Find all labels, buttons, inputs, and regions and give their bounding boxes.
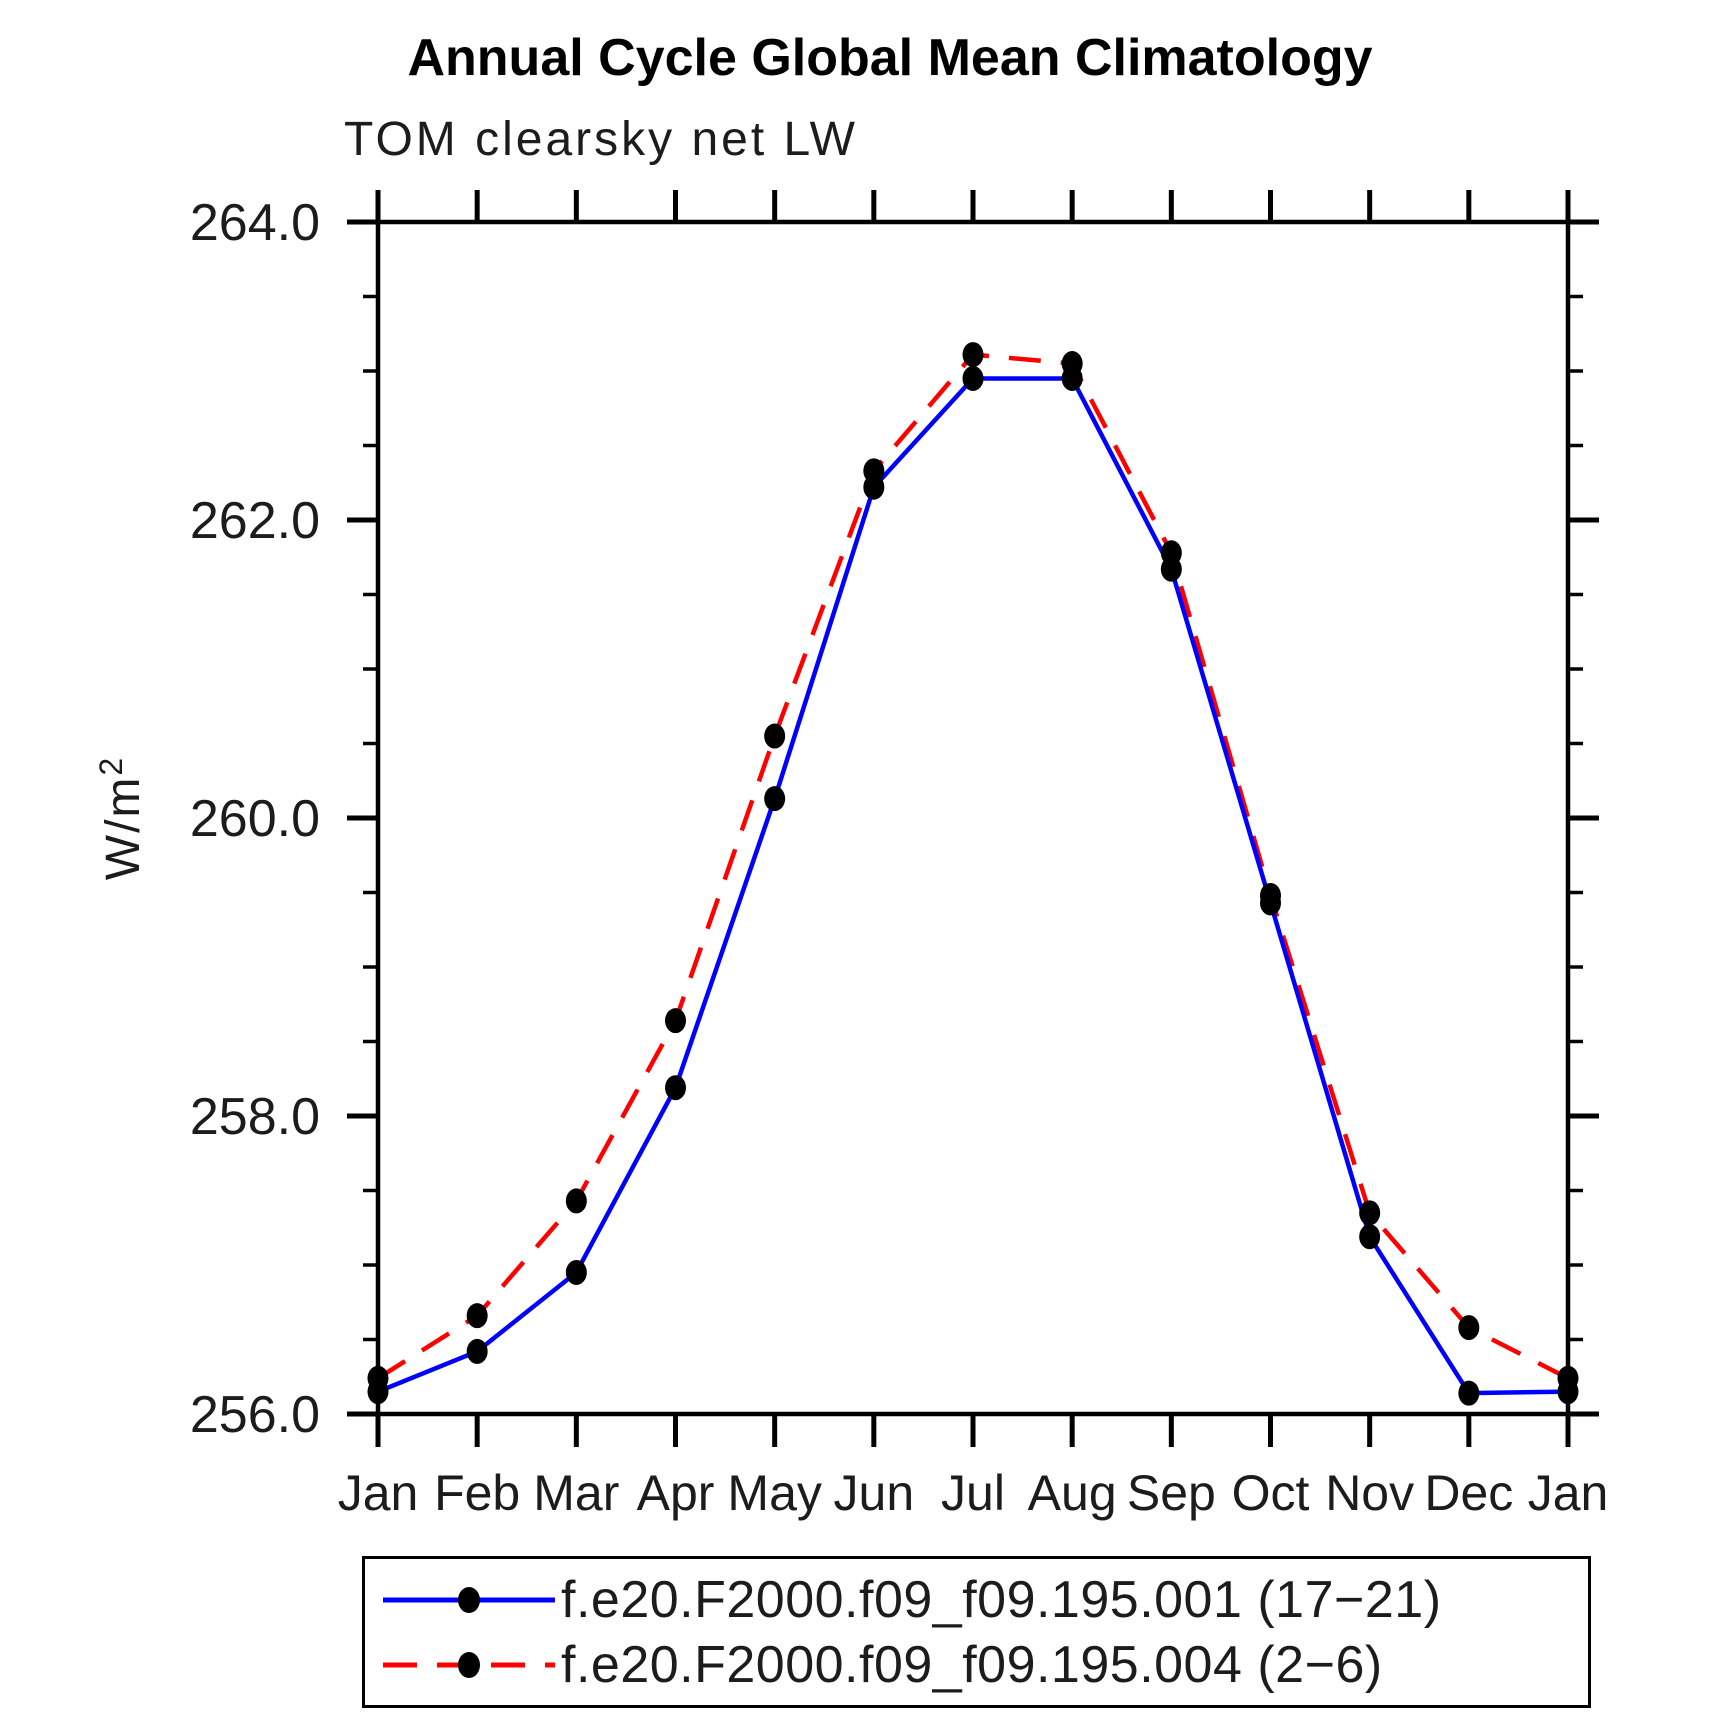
chart-title: Annual Cycle Global Mean Climatology — [407, 29, 1373, 87]
data-point-marker — [962, 342, 984, 368]
data-point-marker — [1458, 1315, 1480, 1341]
data-point-marker — [1557, 1365, 1579, 1391]
series-line-dashed — [376, 352, 1570, 1381]
x-tick-label: May — [727, 1465, 821, 1521]
x-tick-label: Jan — [338, 1465, 419, 1521]
x-tick-label: Apr — [637, 1465, 715, 1521]
legend-label-series-1: f.e20.F2000.f09_f09.195.001 (17−21) — [561, 1570, 1442, 1629]
data-point-marker — [665, 1075, 686, 1101]
series-line-solid — [377, 376, 1569, 1396]
x-tick-label: Mar — [533, 1465, 619, 1521]
x-tick-label: Jun — [834, 1465, 915, 1521]
x-tick-label: Oct — [1232, 1465, 1310, 1521]
y-tick-label: 258.0 — [190, 1088, 320, 1146]
x-tick-label: Dec — [1424, 1465, 1513, 1521]
data-point-marker — [1458, 1380, 1480, 1406]
legend-sample-dashed-line — [383, 1651, 555, 1678]
data-point-marker — [466, 1303, 488, 1329]
y-tick-label: 260.0 — [190, 790, 320, 848]
data-point-marker — [1061, 351, 1083, 377]
legend-marker-dot — [458, 1651, 480, 1678]
data-point-marker — [665, 1008, 686, 1034]
data-point-marker — [1260, 882, 1281, 908]
data-point-marker — [764, 786, 786, 812]
legend-label-series-2: f.e20.F2000.f09_f09.195.004 (2−6) — [561, 1635, 1383, 1694]
legend-item-series-2: f.e20.F2000.f09_f09.195.004 (2−6) — [381, 1635, 1588, 1695]
x-tick-label: Jan — [1528, 1465, 1609, 1521]
data-point-marker — [565, 1259, 587, 1285]
data-point-marker — [565, 1188, 587, 1214]
y-tick-label: 262.0 — [190, 492, 320, 550]
x-tick-label: Jul — [941, 1465, 1005, 1521]
legend-box: f.e20.F2000.f09_f09.195.001 (17−21) f.e2… — [362, 1556, 1591, 1708]
data-point-marker — [1160, 540, 1182, 566]
chart-subtitle: TOM clearsky net LW — [344, 113, 858, 166]
data-point-marker — [863, 458, 885, 484]
y-tick-label: 264.0 — [190, 194, 320, 252]
data-point-marker — [367, 1365, 389, 1391]
data-point-marker — [764, 723, 786, 749]
legend-item-series-1: f.e20.F2000.f09_f09.195.001 (17−21) — [381, 1570, 1588, 1630]
legend-marker-dot — [458, 1586, 480, 1613]
x-tick-label: Sep — [1127, 1465, 1216, 1521]
legend-sample-solid-line — [383, 1586, 555, 1613]
x-tick-label: Nov — [1325, 1465, 1414, 1521]
data-point-marker — [1359, 1200, 1381, 1226]
y-tick-label: 256.0 — [190, 1386, 320, 1444]
x-tick-label: Feb — [434, 1465, 520, 1521]
data-point-marker — [466, 1338, 488, 1364]
x-tick-label: Aug — [1028, 1465, 1117, 1521]
data-point-marker — [962, 365, 984, 391]
data-point-marker — [1359, 1224, 1381, 1250]
